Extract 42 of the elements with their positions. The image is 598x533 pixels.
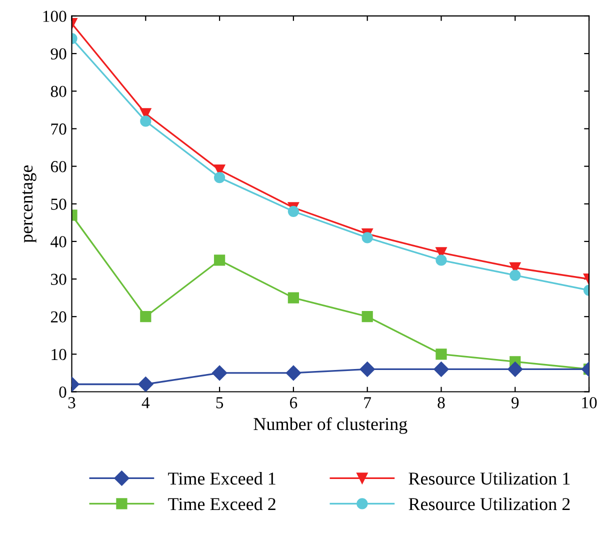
point [140,116,152,127]
point [362,311,373,322]
legend-label: Resource Utilization 1 [408,472,570,485]
x-tick-label: 5 [216,397,224,408]
point [362,232,373,244]
point [360,362,375,377]
y-tick-label: 70 [51,123,66,135]
x-tick-label: 4 [142,397,150,408]
point [508,362,523,377]
x-tick-label: 3 [68,397,76,408]
point [286,365,302,381]
y-tick-label: 60 [50,160,66,172]
point [138,376,154,392]
point [214,172,226,184]
point [288,206,300,217]
x-tick-label: 8 [438,397,445,408]
legend-label: Time Exceed 1 [168,472,276,485]
point [140,311,152,322]
y-tick-label: 90 [50,48,66,60]
y-axis-title: percentage [22,165,36,243]
point [214,254,226,266]
legend-label: Time Exceed 2 [168,498,276,510]
y-tick-label: 20 [50,311,66,323]
x-tick-label: 7 [364,397,372,408]
y-tick-label: 10 [52,348,66,360]
point [436,348,447,360]
point [436,254,447,266]
point [510,270,521,281]
y-tick-label: 30 [51,274,66,285]
point [288,292,300,304]
y-tick-label: 0 [59,386,66,398]
y-tick-label: 100 [43,10,66,22]
y-tick-label: 80 [50,86,66,98]
x-tick-label: 6 [290,397,298,408]
x-axis-title: Number of clustering [254,417,408,434]
y-tick-label: 40 [50,236,66,248]
legend-label: Resource Utilization 2 [408,498,570,510]
point [434,362,449,377]
x-tick-label: 9 [512,397,519,408]
point [212,365,228,381]
x-tick-label: 10 [582,397,597,408]
y-tick-label: 50 [51,198,66,210]
